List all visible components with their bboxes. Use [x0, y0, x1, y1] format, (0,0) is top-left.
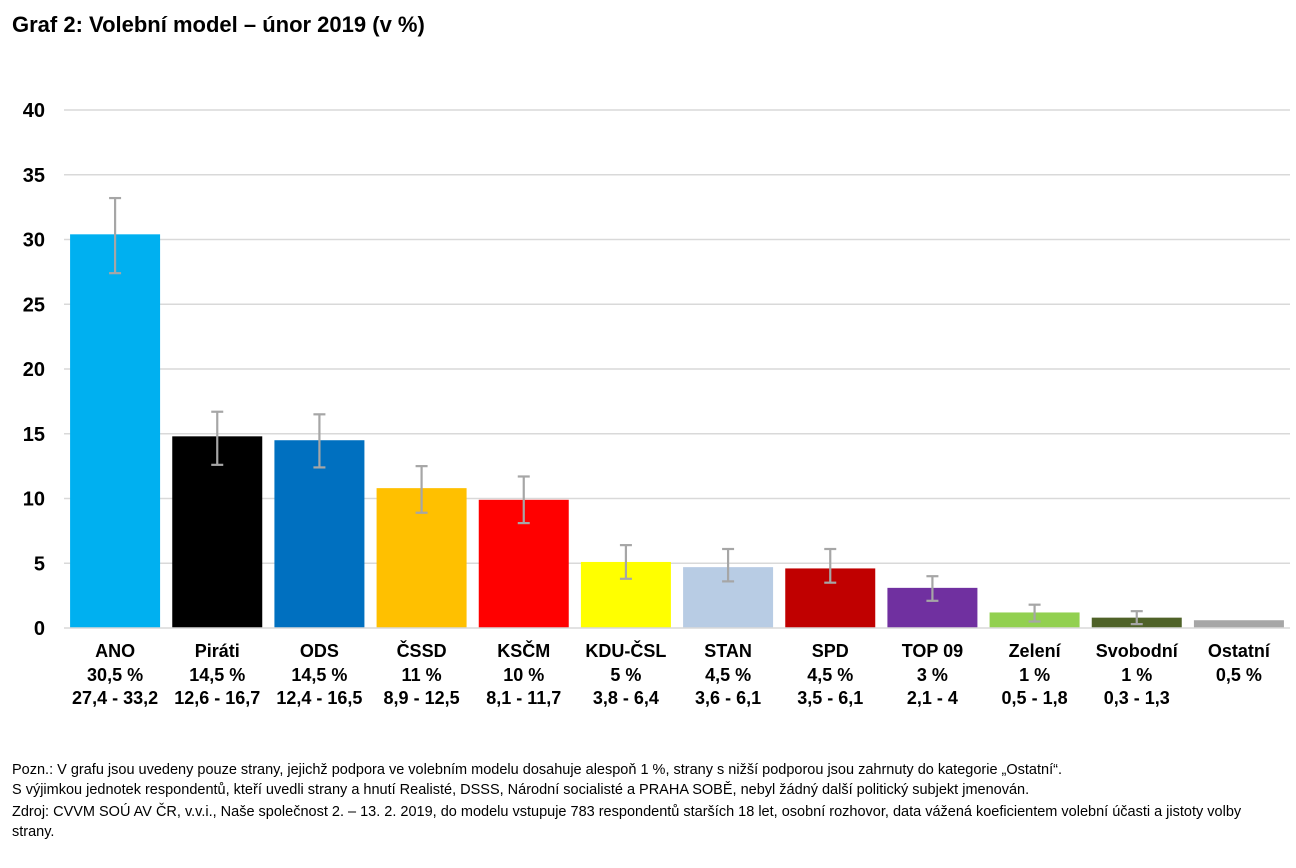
note-line-1: Pozn.: V grafu jsou uvedeny pouze strany… — [12, 762, 1062, 778]
bar-ods — [274, 440, 365, 628]
value-label: 10 % — [503, 665, 544, 685]
range-label: 8,9 - 12,5 — [384, 688, 460, 708]
range-label: 0,3 - 1,3 — [1104, 688, 1170, 708]
category-label: KSČM — [497, 640, 550, 661]
value-label: 1 % — [1121, 665, 1152, 685]
category-label: TOP 09 — [902, 641, 963, 661]
bar-ostatní — [1193, 620, 1284, 628]
value-label: 1 % — [1019, 665, 1050, 685]
range-label: 3,6 - 6,1 — [695, 688, 761, 708]
category-label: ANO — [95, 641, 135, 661]
category-label: STAN — [704, 641, 752, 661]
y-tick-label: 15 — [23, 424, 45, 446]
source-note: Zdroj: CVVM SOÚ AV ČR, v.v.i., Naše spol… — [12, 804, 1242, 840]
y-tick-label: 40 — [23, 100, 45, 122]
range-label: 3,8 - 6,4 — [593, 688, 659, 708]
y-tick-label: 5 — [34, 553, 45, 575]
category-label: Zelení — [1009, 641, 1062, 661]
y-tick-label: 25 — [23, 294, 45, 316]
chart-title: Graf 2: Volební model – únor 2019 (v %) — [12, 12, 425, 37]
value-label: 5 % — [610, 665, 641, 685]
value-label: 3 % — [917, 665, 948, 685]
value-label: 0,5 % — [1216, 665, 1262, 685]
bar-piráti — [172, 436, 263, 628]
value-label: 11 % — [402, 665, 442, 685]
y-tick-label: 35 — [23, 165, 45, 187]
y-tick-label: 0 — [34, 618, 45, 640]
category-label: Ostatní — [1208, 641, 1271, 661]
category-label: ČSSD — [397, 640, 447, 661]
value-label: 30,5 % — [87, 665, 143, 685]
range-label: 8,1 - 11,7 — [486, 688, 561, 708]
category-label: ODS — [300, 641, 339, 661]
y-tick-label: 30 — [23, 230, 45, 252]
range-label: 12,6 - 16,7 — [174, 688, 260, 708]
category-label: SPD — [812, 641, 849, 661]
range-label: 27,4 - 33,2 — [72, 688, 158, 708]
range-label: 3,5 - 6,1 — [797, 688, 863, 708]
range-label: 2,1 - 4 — [907, 688, 958, 708]
range-label: 12,4 - 16,5 — [276, 688, 362, 708]
range-label: 0,5 - 1,8 — [1002, 688, 1068, 708]
value-label: 14,5 % — [291, 665, 347, 685]
value-label: 4,5 % — [807, 665, 853, 685]
value-label: 4,5 % — [705, 665, 751, 685]
bar-ano — [70, 234, 161, 628]
category-label: Piráti — [195, 641, 240, 661]
note-line-2: S výjimkou jednotek respondentů, kteří u… — [12, 782, 1030, 798]
category-label: Svobodní — [1096, 641, 1179, 661]
bar-chart: 0 5 10 15 20 25 30 35 40 ANO 30,5 % 27,4 - 33,2 Pirá… — [23, 100, 1290, 708]
value-label: 14,5 % — [189, 665, 245, 685]
y-tick-label: 20 — [23, 359, 45, 381]
category-label: KDU-ČSL — [585, 640, 666, 661]
y-tick-label: 10 — [23, 489, 45, 511]
chart-notes: Pozn.: V grafu jsou uvedeny pouze strany… — [12, 760, 1287, 842]
